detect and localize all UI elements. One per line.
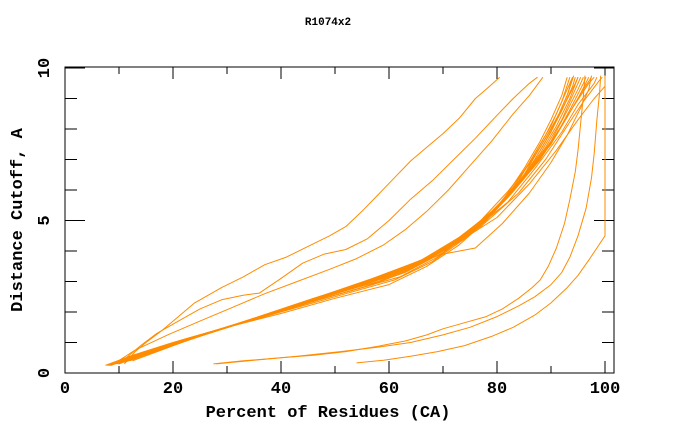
y-tick-label: 0 [36,368,55,378]
y-axis-title: Distance Cutoff, A [9,127,28,311]
x-tick-label: 0 [60,380,70,399]
x-tick-label: 20 [163,380,183,399]
y-tick-label: 10 [36,58,55,78]
curve-12 [116,76,584,365]
curve-22 [213,75,586,365]
plot-area: 0 20 40 60 80 100 0 5 10 [36,58,620,399]
curve-01 [124,76,501,365]
curve-15 [121,76,592,363]
curve-19 [132,75,606,362]
curve-17 [126,76,598,362]
x-tick-label: 40 [271,380,291,399]
curve-23 [216,75,602,365]
curve-08 [110,77,576,366]
curve-03 [113,76,544,365]
x-axis-title: Percent of Residues (CA) [206,404,451,423]
curve-07 [109,77,574,366]
curve-14 [118,76,590,363]
x-tick-label: 100 [590,380,621,399]
x-tick-label: 80 [487,380,507,399]
y-tick-label: 5 [36,215,55,225]
curve-20 [118,75,592,365]
curve-04 [105,77,568,366]
x-tick-label: 60 [379,380,399,399]
curve-21 [109,75,575,366]
chart-title: R1074x2 [305,17,351,29]
curve-16 [124,76,595,363]
curve-02 [118,76,538,365]
curve-18 [129,76,603,362]
plot-frame [64,66,615,374]
curve-11 [114,76,582,365]
curve-24 [356,75,606,364]
